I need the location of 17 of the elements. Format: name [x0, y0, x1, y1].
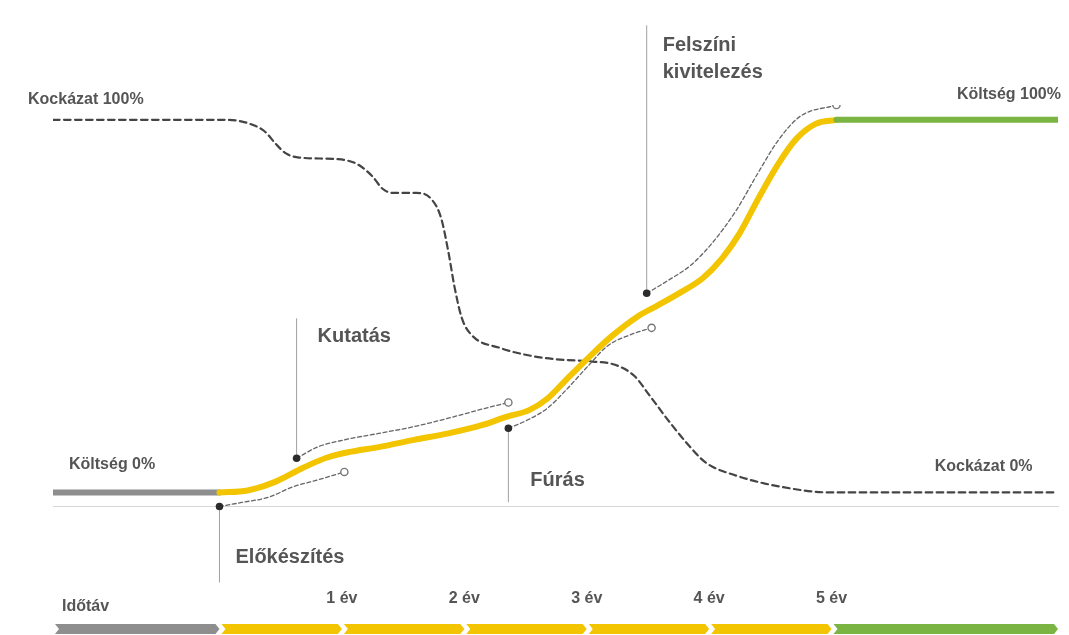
annotation: Fúrás	[530, 467, 585, 490]
x-axis-title: Időtáv	[62, 597, 110, 615]
point	[340, 467, 349, 477]
annotation: Kockázat 100%	[28, 90, 144, 108]
annotation: Költség 0%	[69, 454, 156, 472]
point	[504, 398, 513, 407]
x-tick-label: 4 év	[693, 588, 725, 606]
point	[647, 323, 656, 333]
annotation: Kockázat 0%	[934, 456, 1033, 474]
x-tick-label: 3 év	[571, 588, 603, 606]
annotation: Költség 100%	[956, 85, 1061, 103]
x-tick-label: 1 év	[326, 588, 358, 606]
annotation: Kutatás	[317, 323, 391, 346]
x-tick-label: 2 év	[448, 588, 480, 606]
annotation: Felszíni kivitelezés	[662, 32, 763, 82]
x-tick-label: 5 év	[815, 588, 848, 606]
annotation: Előkészítés	[235, 545, 345, 568]
